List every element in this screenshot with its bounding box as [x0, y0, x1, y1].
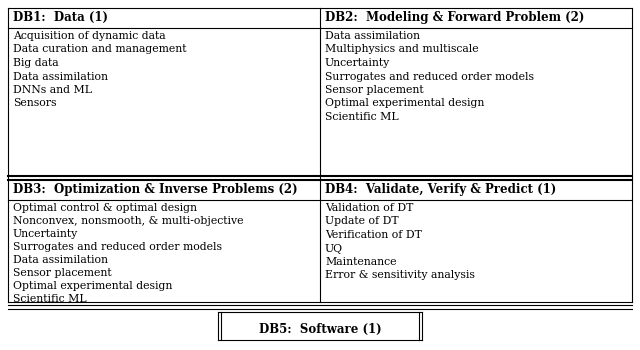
Text: DB2:  Modeling & Forward Problem (2): DB2: Modeling & Forward Problem (2) [325, 11, 584, 24]
Text: Sensors: Sensors [13, 98, 56, 108]
Text: Data assimilation: Data assimilation [325, 31, 420, 41]
Text: Data curation and management: Data curation and management [13, 44, 186, 55]
Text: Surrogates and reduced order models: Surrogates and reduced order models [325, 71, 534, 82]
Text: Error & sensitivity analysis: Error & sensitivity analysis [325, 271, 475, 280]
Text: Surrogates and reduced order models: Surrogates and reduced order models [13, 242, 222, 252]
Text: UQ: UQ [325, 244, 343, 253]
Text: Data assimilation: Data assimilation [13, 255, 108, 265]
Text: Scientific ML: Scientific ML [325, 112, 399, 122]
Text: Nonconvex, nonsmooth, & multi-objective: Nonconvex, nonsmooth, & multi-objective [13, 216, 243, 226]
Text: Sensor placement: Sensor placement [325, 85, 424, 95]
Text: Data assimilation: Data assimilation [13, 71, 108, 82]
Text: Uncertainty: Uncertainty [325, 58, 390, 68]
Text: Optimal experimental design: Optimal experimental design [325, 98, 484, 108]
Text: DNNs and ML: DNNs and ML [13, 85, 92, 95]
Text: Uncertainty: Uncertainty [13, 229, 78, 239]
Text: Update of DT: Update of DT [325, 217, 399, 226]
Text: Optimal experimental design: Optimal experimental design [13, 281, 172, 291]
Text: Scientific ML: Scientific ML [13, 294, 86, 304]
Text: Validation of DT: Validation of DT [325, 203, 413, 213]
Text: Maintenance: Maintenance [325, 257, 397, 267]
Text: Verification of DT: Verification of DT [325, 230, 422, 240]
Text: Sensor placement: Sensor placement [13, 268, 111, 278]
Text: DB3:  Optimization & Inverse Problems (2): DB3: Optimization & Inverse Problems (2) [13, 183, 298, 196]
Text: Acquisition of dynamic data: Acquisition of dynamic data [13, 31, 166, 41]
Text: DB1:  Data (1): DB1: Data (1) [13, 11, 108, 24]
Text: DB5:  Software (1): DB5: Software (1) [259, 323, 381, 336]
Text: DB4:  Validate, Verify & Predict (1): DB4: Validate, Verify & Predict (1) [325, 183, 556, 196]
Text: Optimal control & optimal design: Optimal control & optimal design [13, 203, 197, 213]
Text: Big data: Big data [13, 58, 59, 68]
Text: Multiphysics and multiscale: Multiphysics and multiscale [325, 44, 479, 55]
